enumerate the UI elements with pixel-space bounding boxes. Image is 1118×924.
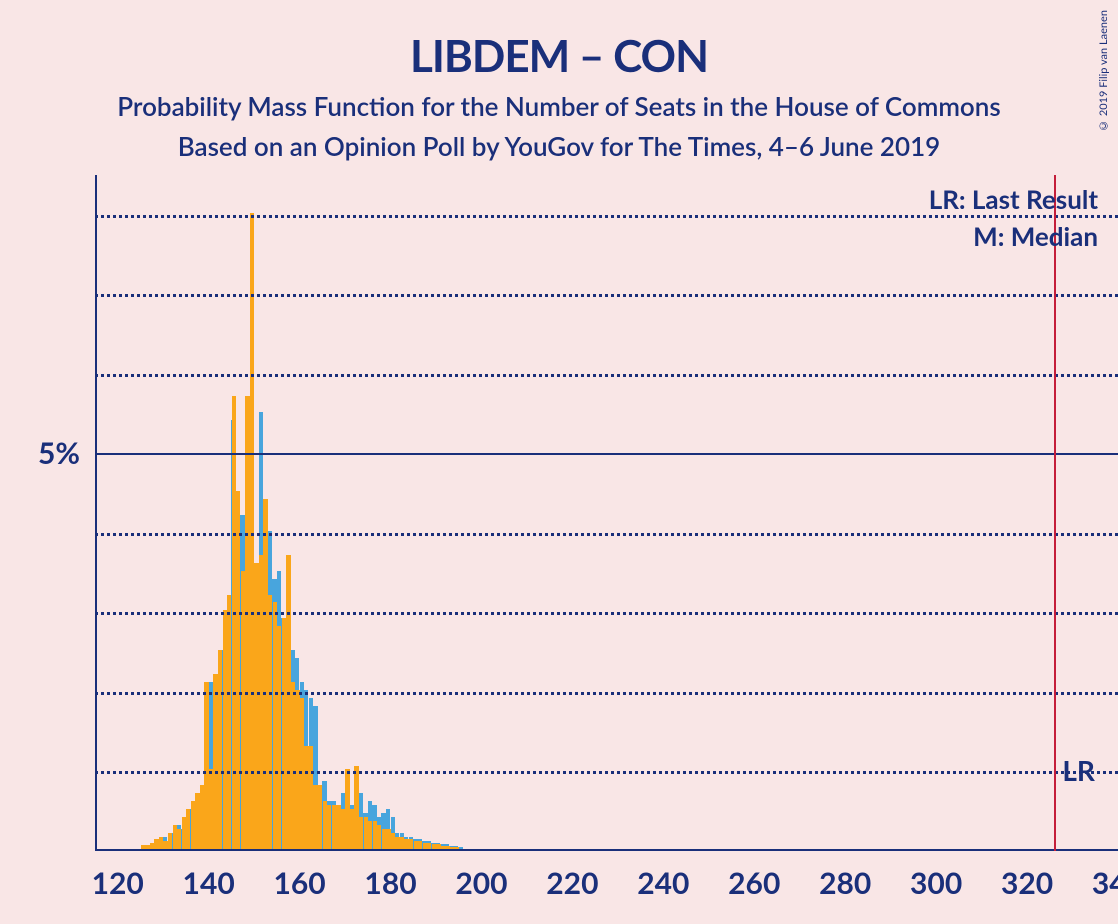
x-tick-label: 300 [906,865,966,901]
chart-subtitle-2: Based on an Opinion Poll by YouGov for T… [0,130,1118,162]
chart-subtitle-1: Probability Mass Function for the Number… [0,90,1118,122]
legend-m: M: Median [973,220,1098,252]
gridline [95,294,1118,297]
x-tick-label: 260 [724,865,784,901]
gridline [95,612,1118,615]
copyright-text: © 2019 Filip van Laenen [1097,10,1110,132]
x-tick-label: 340 [1088,865,1118,901]
gridline [95,374,1118,377]
x-tick-label: 320 [997,865,1057,901]
plot-area: 5% 120140160180200220240260280300320340 … [95,175,1118,851]
x-tick-label: 120 [88,865,148,901]
chart-title: LIBDEM – CON [0,30,1118,82]
y-axis-line [95,175,97,851]
bars-container [95,175,1118,849]
x-tick-label: 240 [633,865,693,901]
x-tick-label: 280 [815,865,875,901]
lr-marker-label: LR [1062,753,1095,787]
gridline [95,771,1118,774]
x-tick-label: 180 [361,865,421,901]
x-tick-label: 220 [542,865,602,901]
x-axis-line [95,849,1118,851]
gridline [95,692,1118,695]
gridline [95,453,1118,455]
x-tick-label: 160 [270,865,330,901]
chart-container: LIBDEM – CON Probability Mass Function f… [0,0,1118,924]
x-tick-label: 200 [451,865,511,901]
x-tick-label: 140 [179,865,239,901]
legend-lr: LR: Last Result [929,183,1098,215]
gridline [95,215,1118,218]
y-tick-label: 5% [10,435,80,471]
gridline [95,533,1118,536]
lr-marker-line [1054,175,1056,851]
